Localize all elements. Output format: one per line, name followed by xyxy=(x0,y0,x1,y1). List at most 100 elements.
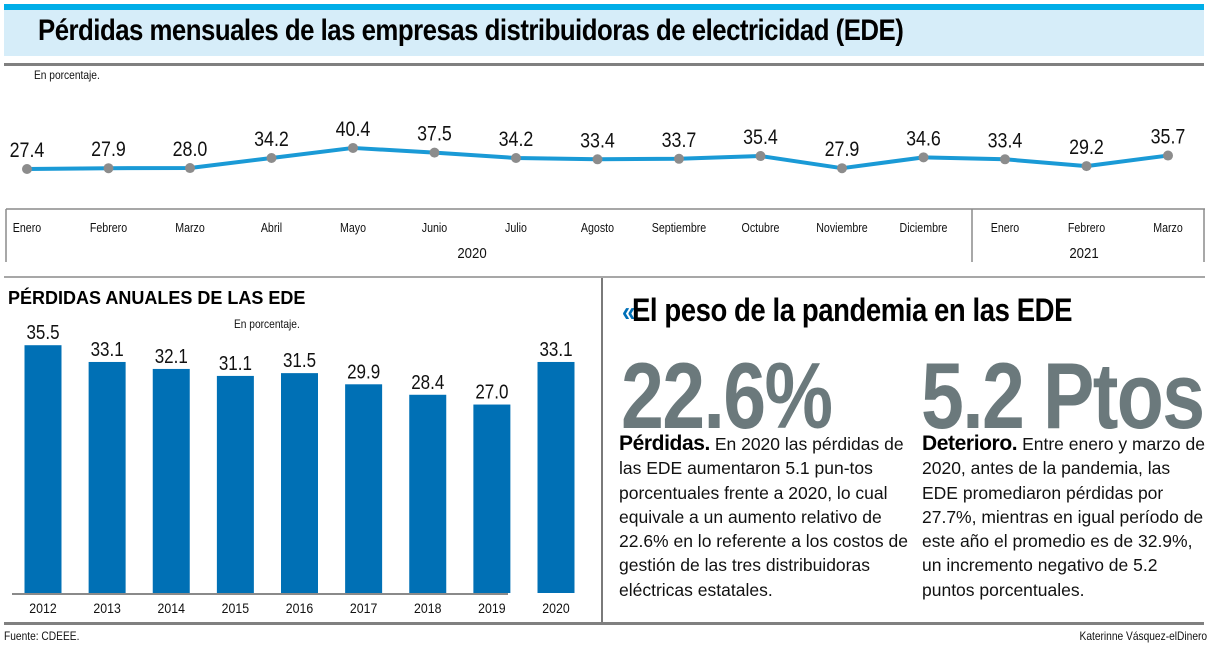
bar-x-tick-label: 2014 xyxy=(158,600,185,616)
header-accent-bar xyxy=(4,4,1204,10)
line-marker xyxy=(1081,161,1092,172)
pandemic-heading-text: El peso de la pandemia en las EDE xyxy=(631,292,1073,328)
stat-loss-lead: Pérdidas. xyxy=(619,432,710,455)
page-title: Pérdidas mensuales de las empresas distr… xyxy=(38,14,904,47)
footer-divider xyxy=(4,622,1204,625)
line-data-label: 40.4 xyxy=(336,118,371,142)
line-x-tick-label: Diciembre xyxy=(900,220,948,235)
line-x-tick-label: Febrero xyxy=(1068,220,1106,235)
line-year-labels-group: 2020 2021 xyxy=(457,244,1098,261)
bar-data-label: 29.9 xyxy=(347,360,380,383)
line-marker xyxy=(266,152,277,163)
bar-x-tick-label: 2016 xyxy=(286,600,313,616)
line-x-tick-label: Septiembre xyxy=(652,220,707,235)
line-x-tick-label: Marzo xyxy=(175,220,205,235)
bar-x-tick-label: 2018 xyxy=(414,600,441,616)
bar-data-label: 32.1 xyxy=(155,345,188,368)
annual-chart-title: PÉRDIDAS ANUALES DE LAS EDE xyxy=(8,288,306,308)
bar-x-tick-label: 2013 xyxy=(93,600,120,616)
line-data-label: 35.4 xyxy=(743,126,778,150)
line-marker xyxy=(592,154,603,165)
line-marker xyxy=(918,152,929,163)
header-divider xyxy=(4,63,1204,66)
title-band xyxy=(4,10,1204,56)
bar-data-label: 35.5 xyxy=(26,321,59,344)
line-x-tick-label: Agosto xyxy=(581,220,615,235)
line-x-tick-label: Febrero xyxy=(90,220,128,235)
author-credit: Katerinne Vásquez-elDinero xyxy=(1079,629,1207,643)
bar-data-label: 27.0 xyxy=(475,380,508,403)
line-marker xyxy=(837,163,847,174)
stat-deterioration-body: Entre enero y marzo de 2020, antes de la… xyxy=(922,434,1205,600)
line-data-label: 33.4 xyxy=(580,129,615,153)
line-markers-group xyxy=(22,142,1173,174)
line-x-tick-label: Junio xyxy=(422,220,448,235)
line-marker xyxy=(755,151,766,162)
bar xyxy=(152,368,190,593)
line-data-label: 33.4 xyxy=(988,129,1023,153)
bar xyxy=(88,361,126,593)
bars-group xyxy=(24,345,575,593)
line-data-label: 35.7 xyxy=(1151,125,1186,149)
annual-bar-chart: 35.5 33.1 32.1 31.1 31.5 29.9 28.4 27.0 33.1 201… xyxy=(12,321,575,616)
line-data-label: 29.2 xyxy=(1069,136,1104,160)
bar-data-label: 31.1 xyxy=(219,352,252,375)
line-x-tick-label: Enero xyxy=(991,220,1020,235)
line-data-label: 27.9 xyxy=(825,138,860,162)
bar-x-tick-label: 2017 xyxy=(350,600,377,616)
stat-loss-paragraph: Pérdidas. En 2020 las pérdidas de las ED… xyxy=(619,432,909,602)
line-marker xyxy=(1163,150,1173,161)
bar-x-tick-label: 2020 xyxy=(542,600,569,616)
line-x-tick-label: Octubre xyxy=(742,220,780,235)
section-divider xyxy=(601,278,603,622)
bar xyxy=(345,384,383,593)
line-x-tick-label: Marzo xyxy=(1153,220,1183,235)
line-data-label: 33.7 xyxy=(662,128,697,152)
bar-data-label: 31.5 xyxy=(283,349,316,372)
bar-data-labels-group: 35.5 33.1 32.1 31.1 31.5 29.9 28.4 27.0 33.1 xyxy=(26,321,572,403)
stat-loss-body: En 2020 las pérdidas de las EDE aumentar… xyxy=(619,434,908,600)
line-marker xyxy=(185,163,195,174)
line-marker xyxy=(22,164,32,174)
bar xyxy=(409,394,447,593)
stat-deterioration-points: 5.2 Ptos xyxy=(921,343,1205,448)
line-data-label: 27.9 xyxy=(91,138,126,162)
line-x-tick-labels-group: Enero Febrero Marzo Abril Mayo Junio Julio Agos… xyxy=(13,220,1183,235)
line-marker xyxy=(511,152,521,163)
source-note: Fuente: CDEEE. xyxy=(4,629,80,643)
bar xyxy=(537,361,575,593)
line-x-tick-label: Julio xyxy=(505,220,527,235)
line-x-tick-label: Noviembre xyxy=(816,220,868,235)
year-group-label: 2020 xyxy=(457,244,486,261)
bar xyxy=(281,373,318,593)
line-data-label: 34.2 xyxy=(499,128,534,152)
line-data-label: 27.4 xyxy=(10,139,45,163)
bar xyxy=(24,345,62,593)
bar-chart-unit-note: En porcentaje. xyxy=(234,317,300,331)
stat-deterioration-lead: Deterioro. xyxy=(922,432,1018,455)
bar-data-label: 33.1 xyxy=(91,338,124,361)
line-x-tick-label: Enero xyxy=(13,220,42,235)
bar-x-tick-label: 2015 xyxy=(222,600,249,616)
bar-data-label: 33.1 xyxy=(539,338,572,361)
line-marker xyxy=(348,142,358,153)
quote-chevron-icon: « xyxy=(622,296,635,327)
line-marker xyxy=(103,163,114,174)
bar-data-label: 28.4 xyxy=(411,370,444,393)
line-chart-unit-note: En porcentaje. xyxy=(34,68,100,82)
line-data-label: 37.5 xyxy=(417,122,452,146)
line-marker xyxy=(429,147,440,158)
bar xyxy=(216,375,254,593)
bar-x-tick-labels-group: 2012 2013 2014 2015 2016 2017 2018 2019 2020 xyxy=(29,600,569,616)
pandemic-heading: «El peso de la pandemia en las EDE xyxy=(622,292,1072,329)
line-data-label: 34.6 xyxy=(906,127,941,151)
line-data-labels-group: 27.4 27.9 28.0 34.2 40.4 37.5 34.2 33.4 33.7 35.4… xyxy=(10,118,1186,163)
line-marker xyxy=(1000,154,1010,165)
monthly-line-chart: 27.4 27.9 28.0 34.2 40.4 37.5 34.2 33.4 33.7 35.4… xyxy=(4,118,1205,278)
bar-x-tick-label: 2012 xyxy=(29,600,56,616)
stat-deterioration-paragraph: Deterioro. Entre enero y marzo de 2020, … xyxy=(922,432,1208,602)
bar-x-tick-label: 2019 xyxy=(478,600,505,616)
line-x-tick-label: Mayo xyxy=(340,220,366,235)
year-group-label: 2021 xyxy=(1069,244,1098,261)
line-marker xyxy=(674,153,684,164)
